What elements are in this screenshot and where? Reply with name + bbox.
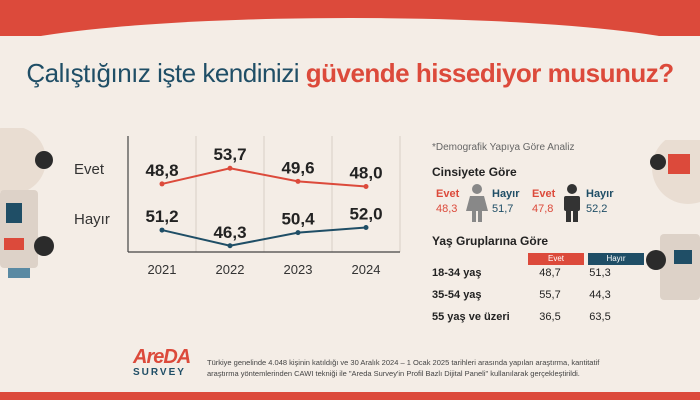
data-point [295,230,301,236]
data-label: 52,0 [349,205,382,224]
age-row-hayir: 44,3 [589,289,611,301]
age-row-hayir: 63,5 [589,311,611,323]
data-point [227,165,233,171]
data-point [363,225,369,231]
data-point [363,183,369,189]
data-label: 46,3 [213,223,246,242]
male-hayir-value: 52,2 [586,203,608,215]
line-chart: 2021 2022 2023 2024 48,8 53,7 49,6 48,0 Evet 51,2… [74,136,401,277]
chart-grid [127,136,401,253]
age-row-evet: 55,7 [539,289,561,301]
desk-illustration-left [0,128,54,278]
demographic-note: *Demografik Yapıya Göre Analiz [432,142,575,153]
x-tick-label: 2024 [352,262,381,277]
x-tick-label: 2023 [284,262,313,277]
series-line-0 [161,167,367,188]
x-tick-label: 2022 [216,262,245,277]
age-row-label: 18-34 yaş [432,267,482,279]
desk-illustration-right [646,140,700,300]
title-part-1: Çalıştığınız işte kendinizi [26,58,306,88]
female-hayir-value: 51,7 [492,203,514,215]
title-part-2: güvende hissediyor musunuz? [305,58,674,88]
x-tick-label: 2021 [148,262,177,277]
logo-brand: AreDA [133,346,191,368]
male-evet-label: Evet [532,188,556,200]
age-heading: Yaş Gruplarına Göre [432,234,549,248]
series-line-1 [161,226,367,247]
gender-heading: Cinsiyete Göre [432,165,517,179]
data-label: 53,7 [213,145,246,164]
top-banner [0,0,700,36]
data-point [295,178,301,184]
female-hayir-label: Hayır [492,188,520,200]
age-col-evet: Evet [528,253,584,265]
female-evet-label: Evet [436,188,460,200]
male-icon [564,184,580,222]
bottom-banner [0,392,700,400]
page-title: Çalıştığınız işte kendinizi güvende hiss… [0,58,700,89]
age-row: 35-54 yaş 55,7 44,3 [432,289,612,307]
footnote: Türkiye genelinde 4.048 kişinin katıldığ… [207,358,600,378]
data-point [159,227,165,233]
data-point [227,243,233,249]
female-icon [466,184,488,222]
age-row: 18-34 yaş 48,7 51,3 [432,267,612,285]
male-evet-value: 47,8 [532,203,554,215]
series-name-label: Evet [74,161,105,178]
data-label: 49,6 [281,158,314,177]
data-label: 48,0 [349,163,382,182]
age-row-evet: 48,7 [539,267,561,279]
age-row: 55 yaş ve üzeri 36,5 63,5 [432,311,612,329]
logo-sub: SURVEY [133,367,186,378]
data-label: 50,4 [281,210,315,229]
age-col-hayir: Hayır [588,253,644,265]
age-row-evet: 36,5 [539,311,561,323]
male-hayir-label: Hayır [586,188,614,200]
age-row-label: 35-54 yaş [432,289,482,301]
data-label: 48,8 [145,161,178,180]
female-evet-value: 48,3 [436,203,458,215]
logo: AreDA SURVEY [133,346,191,378]
age-row-hayir: 51,3 [589,267,611,279]
data-label: 51,2 [145,207,178,226]
series-name-label: Hayır [74,211,110,228]
age-row-label: 55 yaş ve üzeri [432,311,510,323]
data-point [159,181,165,187]
